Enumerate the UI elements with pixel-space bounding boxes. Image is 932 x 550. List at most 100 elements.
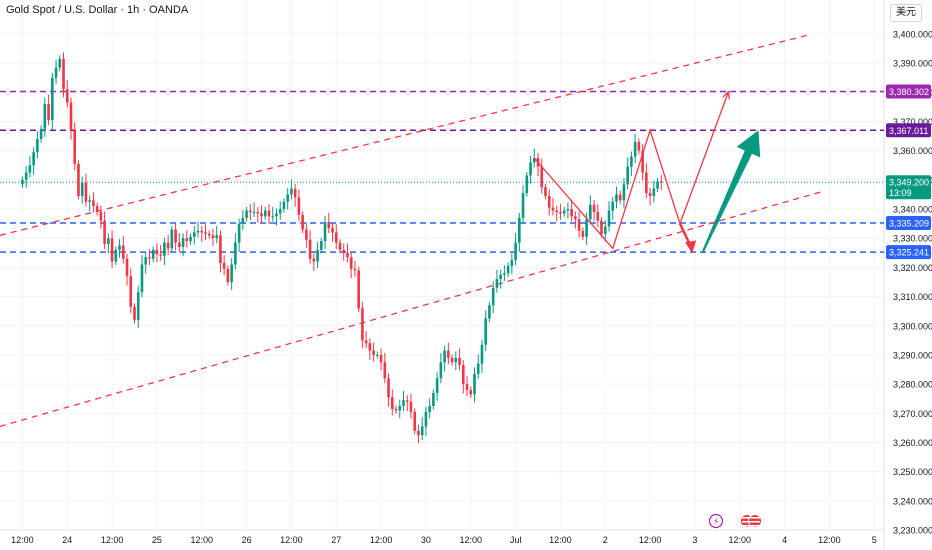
price-tick-label: 3,330.000 [893,234,932,244]
candle-body [278,209,282,214]
candle-body [544,187,547,196]
projection-arrowhead [722,90,730,100]
candle-body [54,67,58,78]
candle-body [551,207,555,211]
trend-line [0,34,808,236]
candle-body [368,343,372,351]
price-tick-label: 3,360.000 [893,146,932,156]
candle-body [185,238,189,242]
candle-body [540,166,544,188]
candle-body [148,257,151,259]
level-price-tag [886,84,931,99]
currency-button[interactable]: 美元 [890,4,922,22]
trend-line [0,190,823,428]
candle-body [633,141,637,157]
candle-body [514,242,517,261]
candle-body [327,222,331,229]
candle-body [581,230,585,237]
candle-body [454,357,458,363]
candle-body [585,219,588,237]
candle-body [312,258,316,262]
candle-body [547,195,551,208]
candle-body [390,397,394,409]
price-tick-label: 3,400.000 [893,30,932,40]
candle-body [488,305,491,319]
candle-body [73,130,77,164]
candle-body [376,354,379,356]
candle-body [645,172,648,194]
time-tick-label: 12:00 [728,535,751,545]
candle-body [394,408,398,411]
candle-body [136,292,140,320]
candle-body [491,287,495,306]
candle-body [432,392,435,406]
candle-body [237,223,241,243]
candle-body [211,235,215,239]
time-tick-label: 12:00 [190,535,213,545]
price-tick-label: 3,340.000 [893,205,932,215]
candle-body [316,249,319,262]
price-tick-label: 3,300.000 [893,321,932,331]
price-axis[interactable]: 3,230.000 3,240.000 3,250.000 3,260.000 3,27… [893,30,932,536]
price-tick-label: 3,310.000 [893,292,932,302]
candle-body [275,213,278,217]
candle-body [656,181,659,189]
candle-body [121,245,125,259]
candle-body [450,357,454,363]
time-axis[interactable]: 12:00 24 12:00 25 12:00 26 12:00 27 12:00 30 12:00… [11,535,877,545]
candle-body [305,229,308,240]
candle-body [499,274,502,280]
candle-body [342,249,346,253]
candle-body [521,193,525,218]
level-price-text: 3,335.209 [889,219,929,229]
candle-body [263,210,267,217]
time-tick-label: 12:00 [280,535,303,545]
candle-body [652,188,656,196]
candle-body [641,150,644,173]
candle-body [559,211,562,214]
time-tick-label: 25 [152,535,162,545]
candle-body [50,77,54,121]
candle-body [129,276,133,307]
candlesticks [21,52,663,444]
time-tick-label: 27 [331,535,341,545]
candle-body [107,238,110,245]
time-tick-label: 12:00 [639,535,662,545]
candle-body [443,350,446,363]
candle-body [43,104,47,129]
candle-body [458,357,461,366]
price-tick-label: 3,270.000 [893,409,932,419]
level-price-tag [886,216,931,231]
candle-body [36,139,39,153]
candle-body [47,104,50,121]
time-tick-label: 2 [603,535,608,545]
time-tick-label: 12:00 [101,535,124,545]
candle-body [163,242,166,256]
time-tick-label: 24 [62,535,72,545]
candle-body [286,194,289,202]
candle-body [626,166,629,185]
time-tick-label: 26 [242,535,252,545]
candle-body [219,235,222,264]
lightning-icon[interactable] [708,513,724,529]
candle-body [405,400,409,402]
candle-body [140,264,144,293]
level-price-text: 3,367.011 [889,126,928,136]
candle-body [506,265,510,274]
candle-body [398,406,402,411]
candle-body [189,236,192,242]
candle-body [58,58,62,68]
candle-body [290,188,293,195]
candle-body [465,384,469,390]
candle-body [320,241,323,250]
candle-body [659,181,663,183]
candle-body [420,426,424,436]
flag-stripe [742,521,760,523]
candle-body [510,260,514,266]
candle-body [200,230,204,233]
candle-body [230,264,233,282]
candle-body [402,400,405,406]
time-tick-label: Jul [510,535,522,545]
candle-body [24,172,28,180]
